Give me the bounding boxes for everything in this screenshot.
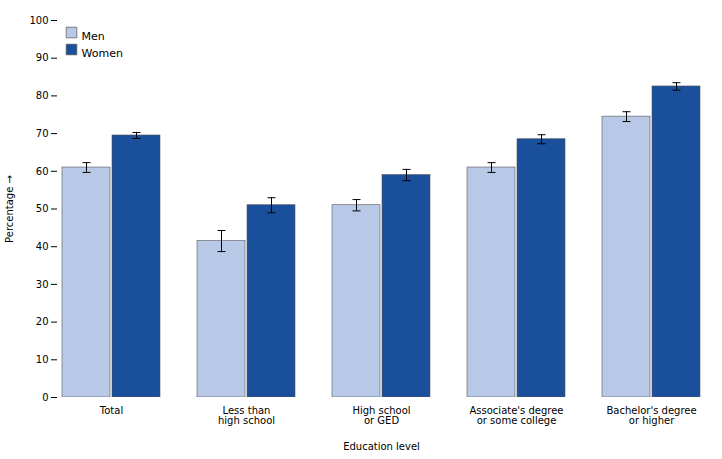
svg-text:Education level: Education level [343,441,420,452]
svg-text:Associate's degreeor some coll: Associate's degreeor some college [469,405,563,426]
svg-text:Total: Total [99,405,123,416]
svg-text:70: 70 [36,128,49,139]
svg-text:High schoolor GED: High schoolor GED [352,405,410,426]
svg-text:Less thanhigh school: Less thanhigh school [218,405,275,426]
svg-text:Men: Men [82,30,105,43]
svg-text:60: 60 [36,166,49,177]
svg-text:20: 20 [36,316,49,327]
svg-text:Percentage →: Percentage → [4,175,15,243]
svg-text:30: 30 [36,279,49,290]
svg-text:50: 50 [36,203,49,214]
svg-text:Bachelor's degreeor higher: Bachelor's degreeor higher [606,405,696,426]
svg-text:40: 40 [36,241,49,252]
svg-text:80: 80 [36,90,49,101]
svg-text:0: 0 [42,392,48,403]
svg-text:90: 90 [36,52,49,63]
svg-text:Women: Women [82,47,123,60]
svg-text:10: 10 [36,354,49,365]
svg-text:100: 100 [29,15,48,26]
